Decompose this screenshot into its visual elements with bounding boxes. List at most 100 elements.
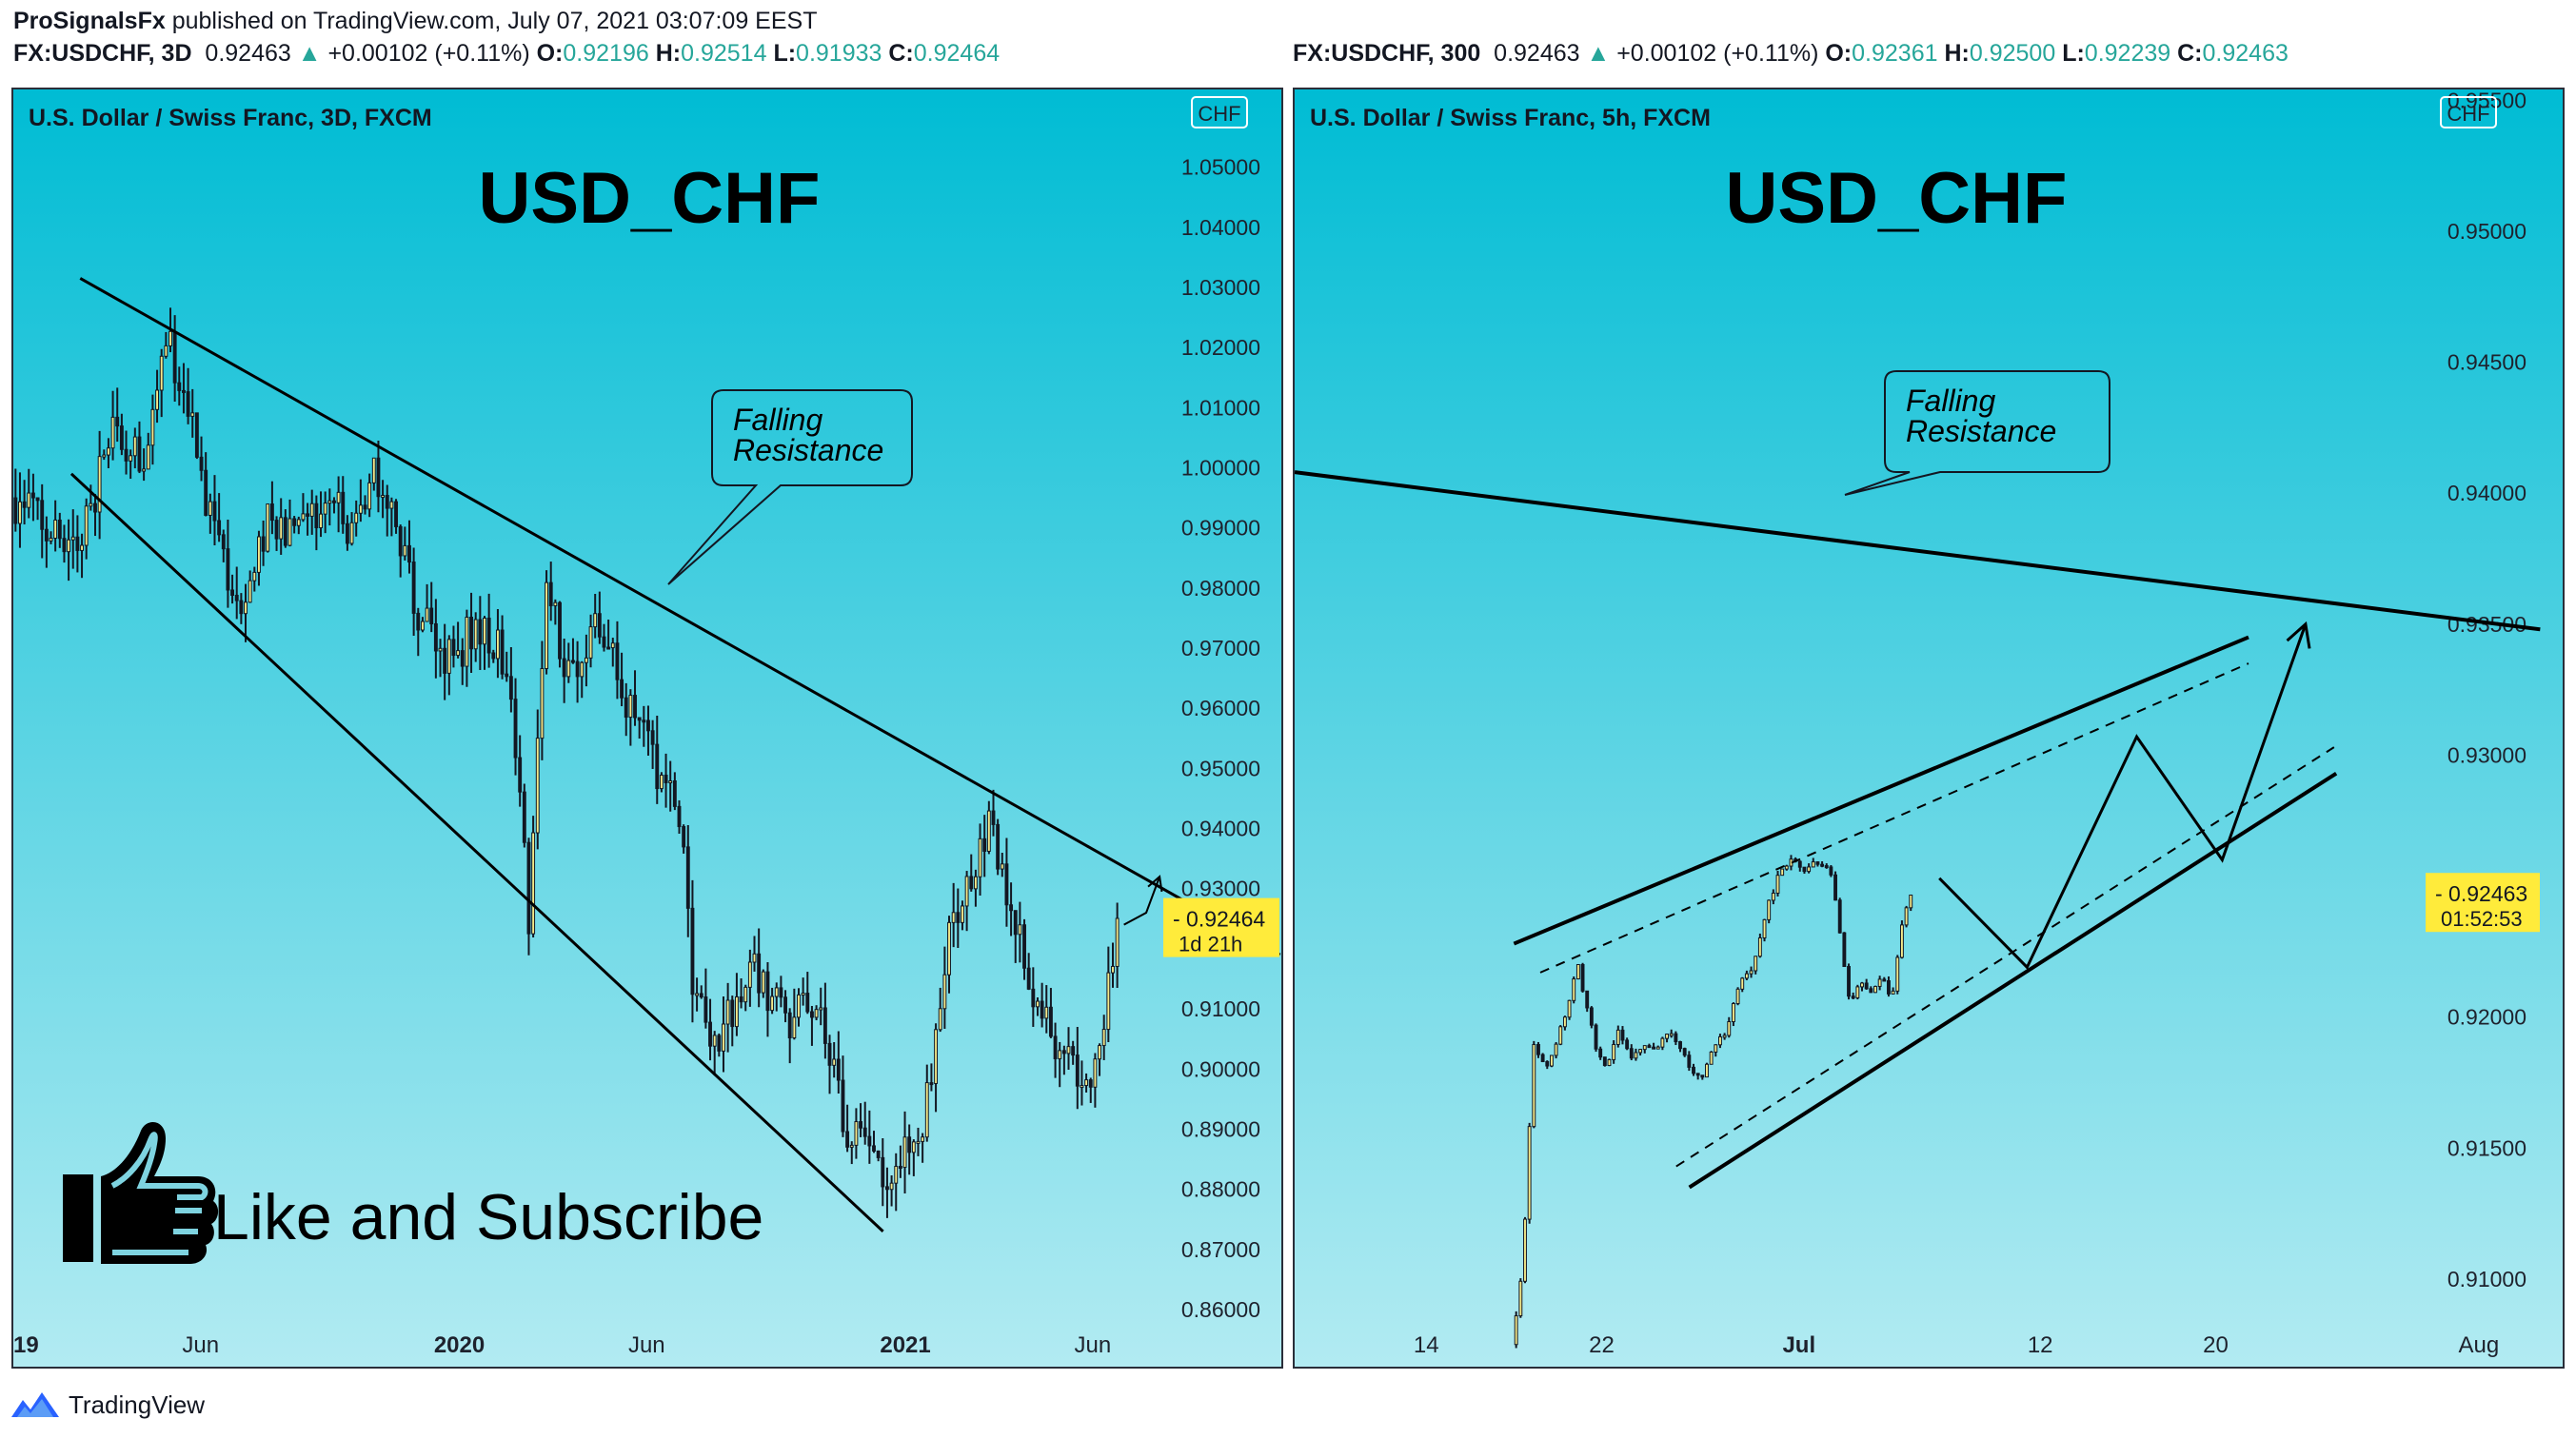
candle-body	[1058, 1050, 1062, 1059]
candle-body	[495, 629, 500, 660]
candle-body	[1802, 866, 1807, 873]
candle-body	[973, 876, 978, 890]
tradingview-footer[interactable]: TradingView	[10, 1384, 205, 1426]
candle-body	[862, 1127, 867, 1137]
candle-body	[460, 650, 465, 667]
candle-body	[1837, 899, 1842, 934]
candle-body	[336, 491, 341, 503]
chart-3d-svg[interactable]: U.S. Dollar / Swiss Franc, 3D, FXCM USD_C…	[13, 89, 1281, 1367]
candle-body	[212, 501, 217, 522]
candle-body	[606, 646, 611, 650]
y-tick-label: 0.91500	[2447, 1135, 2526, 1160]
candle-body	[757, 953, 762, 994]
candle-body	[80, 544, 84, 551]
left-last-price: 0.92463	[205, 40, 291, 67]
chart-panel-3d[interactable]: U.S. Dollar / Swiss Franc, 3D, FXCM USD_C…	[11, 88, 1283, 1369]
candle-body	[279, 517, 284, 540]
candle-body	[1820, 863, 1825, 867]
candle-body	[739, 995, 743, 1003]
candle-body	[1036, 1000, 1040, 1008]
candle-body	[1545, 1060, 1550, 1067]
y-tick-label: 0.94500	[2447, 350, 2526, 375]
candle-body	[1891, 990, 1895, 995]
candle-body	[182, 389, 186, 393]
candle-body	[531, 832, 536, 935]
candle-body	[1044, 1006, 1049, 1019]
candle-body	[433, 622, 438, 652]
candle-body	[1642, 1045, 1647, 1051]
y-tick-label: 0.99000	[1181, 516, 1260, 541]
candle-body	[1088, 1079, 1093, 1088]
candle-body	[1695, 1073, 1700, 1076]
candle-body	[248, 580, 252, 603]
candle-body	[894, 1166, 899, 1184]
candle-body	[142, 468, 147, 472]
candle-body	[70, 536, 75, 541]
candle-body	[358, 504, 363, 514]
chart-5h-svg[interactable]: U.S. Dollar / Swiss Franc, 5h, FXCM USD_C…	[1295, 89, 2563, 1367]
candle-body	[942, 974, 947, 1010]
candle-body	[1629, 1048, 1634, 1059]
candle-body	[1873, 985, 1877, 994]
candle-body	[1877, 978, 1882, 987]
candle-body	[836, 1058, 841, 1081]
candle-body	[164, 345, 168, 357]
left-symbol: FX:USDCHF, 3D	[13, 40, 192, 67]
candle-body	[545, 582, 549, 669]
candle-body	[438, 647, 443, 652]
candle-body	[1554, 1043, 1558, 1056]
candle-body	[1687, 1055, 1692, 1068]
y-tick-label: 1.05000	[1181, 155, 1260, 180]
y-tick-label: 0.94000	[2447, 481, 2526, 505]
footer-brand: TradingView	[69, 1390, 206, 1419]
publish-text: published on TradingView.com, July 07, 2…	[171, 8, 818, 34]
candle-body	[1797, 860, 1802, 868]
chart-panel-5h[interactable]: U.S. Dollar / Swiss Franc, 5h, FXCM USD_C…	[1293, 88, 2565, 1369]
y-tick-label: 0.96000	[1181, 696, 1260, 720]
candle-body	[1744, 973, 1749, 979]
candle-body	[67, 539, 71, 553]
candle-body	[924, 1082, 929, 1138]
candle-body	[712, 1035, 717, 1047]
candle-body	[1536, 1044, 1540, 1055]
candle-body	[332, 500, 336, 503]
candle-body	[1018, 924, 1022, 936]
candle-body	[354, 512, 359, 523]
candle-body	[1780, 868, 1785, 877]
candle-body	[792, 1016, 797, 1039]
candle-body	[513, 699, 518, 759]
candle-body	[650, 730, 655, 745]
candle-body	[1784, 865, 1789, 870]
candle-body	[465, 617, 469, 667]
candle-body	[429, 607, 434, 624]
candle-body	[323, 503, 327, 515]
candle-body	[854, 1121, 859, 1146]
candle-body	[1048, 1006, 1053, 1037]
candle-body	[624, 697, 628, 719]
candle-body	[349, 522, 354, 544]
candle-body	[872, 1145, 876, 1152]
candle-body	[1115, 917, 1120, 967]
like-subscribe-text: Like and Subscribe	[213, 1181, 763, 1253]
candle-body	[553, 601, 558, 606]
candle-body	[898, 1166, 902, 1170]
candle-body	[827, 1042, 832, 1066]
candle-body	[416, 612, 421, 631]
candle-body	[1026, 967, 1031, 990]
candle-body	[633, 695, 637, 719]
candle-body	[885, 1186, 889, 1191]
publish-header: ProSignalsFx published on TradingView.co…	[13, 8, 817, 35]
callout-line1: Falling	[1906, 384, 1995, 418]
candle-body	[269, 503, 274, 522]
x-tick-label: 20	[2203, 1332, 2229, 1358]
publisher-name[interactable]: ProSignalsFx	[13, 8, 166, 34]
candle-body	[1714, 1044, 1718, 1053]
candle-body	[150, 408, 155, 446]
candle-body	[703, 996, 708, 1023]
candle-body	[1620, 1029, 1625, 1041]
y-tick-label: 0.91000	[1181, 996, 1260, 1021]
candle-body	[1811, 861, 1815, 868]
candle-body	[403, 544, 407, 557]
candle-body	[1665, 1034, 1669, 1039]
candle-body	[341, 491, 346, 524]
